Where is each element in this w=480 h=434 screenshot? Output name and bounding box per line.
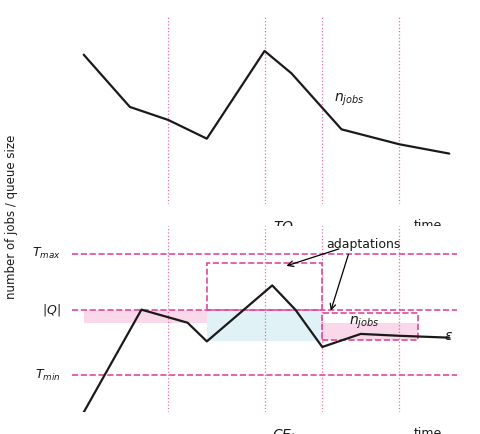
Text: number of jobs / queue size: number of jobs / queue size (5, 135, 18, 299)
Text: $T_{min}$: $T_{min}$ (35, 368, 60, 382)
Text: $|Q|$: $|Q|$ (42, 302, 60, 318)
Bar (322, 313, 418, 339)
Text: $\varepsilon$: $\varepsilon$ (443, 329, 452, 343)
Text: adaptations: adaptations (325, 238, 400, 251)
Bar (206, 310, 322, 342)
Text: $TQ$: $TQ$ (273, 219, 294, 234)
Text: $T_{max}$: $T_{max}$ (32, 246, 60, 261)
Bar (322, 323, 418, 339)
Bar (206, 263, 322, 310)
Bar (84, 310, 206, 323)
Text: $n_{jobs}$: $n_{jobs}$ (333, 92, 363, 108)
Text: $CE_i$: $CE_i$ (272, 427, 295, 434)
Text: time: time (412, 219, 441, 232)
Text: $n_{jobs}$: $n_{jobs}$ (348, 315, 379, 331)
Text: time: time (412, 427, 441, 434)
